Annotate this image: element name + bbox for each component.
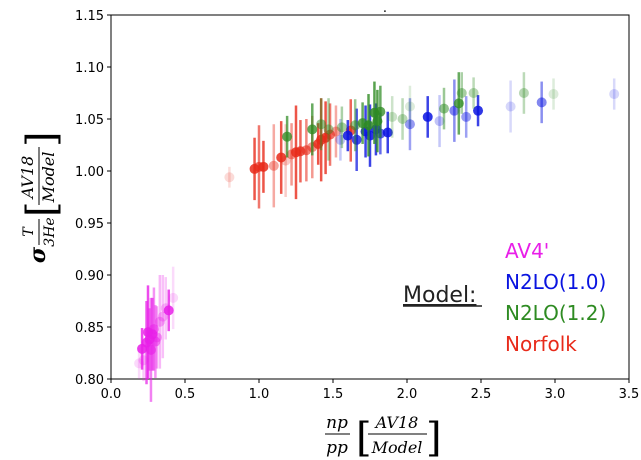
x-tick-label: 0.0 <box>101 387 122 402</box>
data-point <box>387 111 398 122</box>
data-point <box>168 292 179 303</box>
data-point <box>342 130 353 141</box>
series-n2lo-1-2- <box>282 72 559 161</box>
plot-area <box>110 14 630 380</box>
y-label-sub-bottom: 3He <box>42 217 58 246</box>
data-points-layer <box>134 72 620 402</box>
legend-entry-n2lo-1-0: N2LO(1.0) <box>505 270 606 294</box>
data-point <box>282 131 293 142</box>
x-label-frac-bottom: pp <box>326 438 348 458</box>
legend-entry-norfolk: Norfolk <box>505 332 577 356</box>
data-point <box>397 114 408 124</box>
x-label-bracket-bottom: Model <box>371 438 423 457</box>
x-label-bracket-left: [ <box>356 415 372 460</box>
y-label-sigma: σ <box>25 246 51 263</box>
data-point <box>351 134 362 145</box>
data-point <box>434 116 445 127</box>
y-tick-label: 1.00 <box>75 165 104 180</box>
data-point <box>609 89 620 100</box>
y-tick-label: 0.85 <box>75 321 104 336</box>
data-point <box>336 122 347 133</box>
y-tick-label: 0.95 <box>75 217 104 232</box>
data-point <box>453 98 464 109</box>
x-tick-label: 3.5 <box>619 387 640 402</box>
data-point <box>461 111 472 122</box>
y-axis: 0.80 0.85 0.90 0.95 1.00 1.05 1.10 1.15 <box>75 9 111 388</box>
data-point <box>276 152 287 163</box>
data-point <box>249 163 260 174</box>
data-point <box>307 124 318 135</box>
data-point <box>335 134 346 145</box>
data-point <box>157 311 168 322</box>
data-point <box>320 132 331 143</box>
data-point <box>154 316 165 327</box>
y-label-bracket-bottom: Model <box>39 152 58 204</box>
data-point <box>518 88 529 98</box>
x-tick-label: 2.5 <box>471 387 492 402</box>
data-point <box>449 105 460 116</box>
data-point <box>439 103 449 114</box>
y-tick-label: 0.80 <box>75 373 104 388</box>
data-point <box>468 88 479 98</box>
y-label-bracket-left: [ <box>19 201 65 217</box>
data-point <box>404 101 415 112</box>
y-tick-label: 1.15 <box>75 9 104 24</box>
x-tick-label: 1.5 <box>323 387 344 402</box>
legend-entry-n2lo-1-2: N2LO(1.2) <box>505 301 606 325</box>
y-tick-label: 0.90 <box>75 269 104 284</box>
data-point <box>316 119 327 130</box>
legend: Model: AV4' N2LO(1.0) N2LO(1.2) Norfolk <box>403 239 606 356</box>
x-tick-label: 3.0 <box>545 387 566 402</box>
data-point <box>422 111 433 122</box>
data-point <box>382 127 393 138</box>
x-tick-label: 2.0 <box>397 387 418 402</box>
data-point <box>143 327 153 338</box>
data-point <box>268 160 279 171</box>
data-point <box>363 120 374 131</box>
series-norfolk <box>224 98 356 209</box>
data-point <box>291 147 301 158</box>
data-point <box>473 105 484 116</box>
legend-title: Model: <box>403 283 476 308</box>
y-tick-label: 1.05 <box>75 113 104 128</box>
data-point <box>372 116 383 127</box>
y-label-bracket-right: ] <box>19 131 65 147</box>
x-label-bracket-right: ] <box>426 415 442 460</box>
y-label-bracket-top: AV18 <box>18 156 37 201</box>
data-point <box>548 89 559 100</box>
y-label-sub-top: T <box>21 226 37 237</box>
x-tick-label: 0.5 <box>175 387 196 402</box>
data-point <box>163 305 174 316</box>
x-label-frac-top: np <box>326 413 348 433</box>
series-av4- <box>134 266 179 402</box>
data-point <box>258 161 269 172</box>
data-point <box>505 101 516 112</box>
data-point <box>536 97 547 108</box>
legend-entry-av4: AV4' <box>505 239 549 263</box>
y-axis-label: σ T 3He [ AV18 Model ] <box>18 131 65 263</box>
data-point <box>224 172 235 183</box>
x-label-bracket-top: AV18 <box>374 413 419 432</box>
chart-title: . <box>383 1 387 16</box>
data-point <box>404 119 415 130</box>
x-axis-label: np pp [ AV18 Model ] <box>325 413 442 460</box>
data-point <box>137 343 148 354</box>
x-tick-label: 1.0 <box>249 387 270 402</box>
x-axis: 0.0 0.5 1.0 1.5 2.0 2.5 3.0 3.5 <box>101 379 640 402</box>
y-tick-label: 1.10 <box>75 61 104 76</box>
data-point <box>323 124 334 135</box>
